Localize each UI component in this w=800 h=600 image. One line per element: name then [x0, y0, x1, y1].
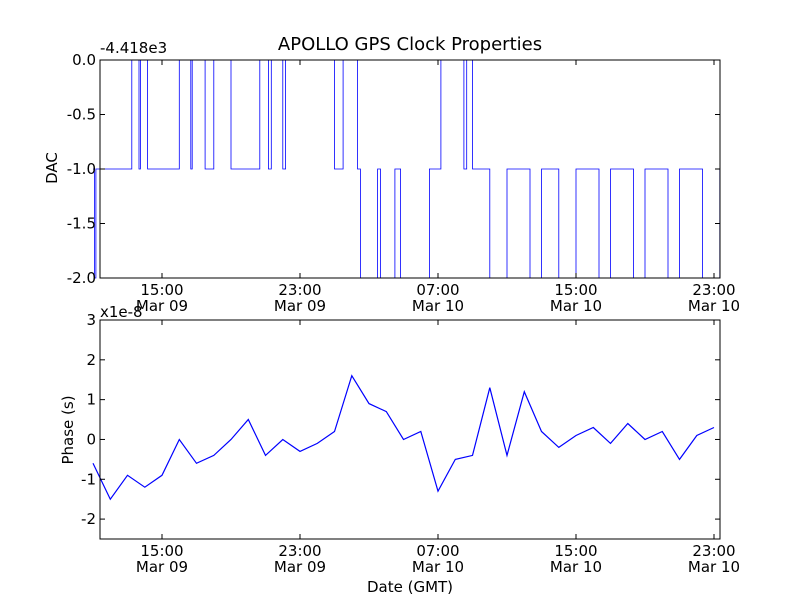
dac-y-ticks: 0.0 -0.5 -1.0 -1.5 -2.0	[67, 51, 720, 287]
x-tick-date-label: Mar 09	[136, 297, 188, 315]
x-tick-date-label: Mar 09	[136, 558, 188, 576]
x-tick-date-label: Mar 10	[688, 297, 740, 315]
y-tick-label: 2	[86, 351, 96, 369]
x-tick-time-label: 15:00	[554, 281, 597, 299]
y-tick-label: -1.5	[67, 215, 96, 233]
x-tick-time-label: 23:00	[692, 542, 735, 560]
x-tick-time-label: 23:00	[278, 542, 321, 560]
x-tick-time-label: 07:00	[416, 281, 459, 299]
x-tick-date-label: Mar 10	[550, 297, 602, 315]
x-tick-time-label: 23:00	[278, 281, 321, 299]
series-line-0	[92, 374, 715, 501]
x-tick-time-label: 23:00	[692, 281, 735, 299]
dac-y-axis-label: DAC	[43, 152, 61, 184]
x-tick-date-label: Mar 09	[274, 297, 326, 315]
x-tick-time-label: 15:00	[140, 281, 183, 299]
phase-plot-frame	[99, 319, 721, 540]
y-tick-label: -1.0	[67, 160, 96, 178]
phase-x-axis-label: Date (GMT)	[367, 578, 453, 596]
x-tick-date-label: Mar 10	[688, 558, 740, 576]
x-tick-time-label: 15:00	[554, 542, 597, 560]
y-tick-label: -2.0	[67, 269, 96, 287]
y-tick-label: 0	[86, 430, 96, 448]
dac-series	[93, 59, 721, 279]
x-tick-date-label: Mar 10	[550, 558, 602, 576]
phase-offset-label: x1e-8	[100, 303, 143, 321]
x-tick-date-label: Mar 09	[274, 558, 326, 576]
phase-chart: x1e-8 Phase (s) Date (GMT) 3 2 1 0 -1 -2 15:0…	[59, 303, 740, 596]
series-line-0	[93, 59, 721, 279]
dac-offset-label: -4.418e3	[100, 39, 167, 57]
y-tick-label: 3	[86, 311, 96, 329]
x-tick-date-label: Mar 10	[412, 297, 464, 315]
x-tick-time-label: 15:00	[140, 542, 183, 560]
phase-y-axis-label: Phase (s)	[59, 395, 77, 464]
y-tick-label: -2	[81, 510, 96, 528]
dac-chart: APOLLO GPS Clock Properties -4.418e3 DAC…	[43, 34, 740, 315]
chart-title: APOLLO GPS Clock Properties	[278, 34, 542, 55]
phase-series	[92, 374, 715, 501]
x-tick-date-label: Mar 10	[412, 558, 464, 576]
y-tick-label: -0.5	[67, 106, 96, 124]
y-tick-label: 0.0	[72, 51, 96, 69]
y-tick-label: -1	[81, 470, 96, 488]
x-tick-time-label: 07:00	[416, 542, 459, 560]
phase-y-ticks: 3 2 1 0 -1 -2	[81, 311, 720, 528]
y-tick-label: 1	[86, 391, 96, 409]
